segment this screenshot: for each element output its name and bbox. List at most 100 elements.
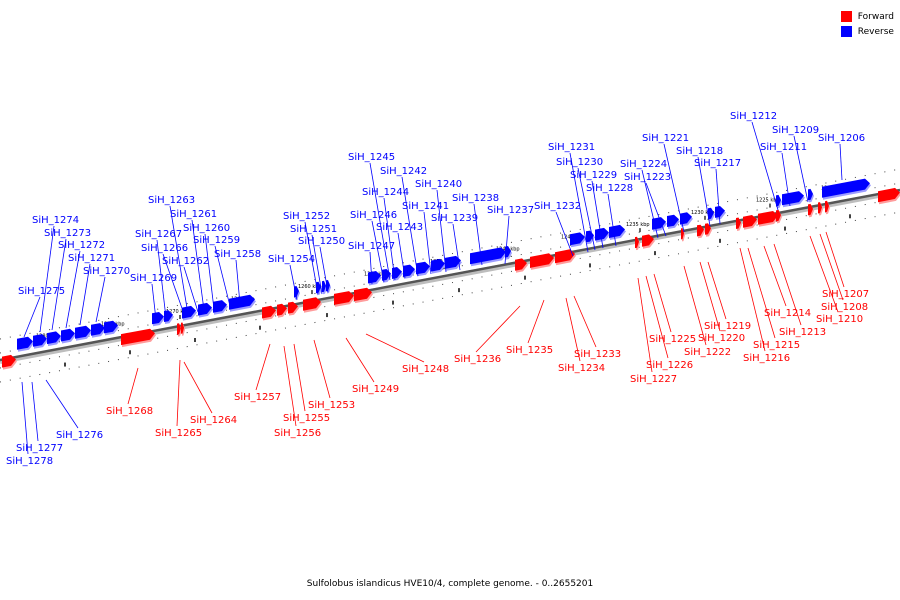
gene-reverse-arrow [164,310,173,322]
gene-label-reverse: SiH_1262 [162,256,209,267]
gene-forward-arrow [354,287,372,302]
gene-label-reverse: SiH_1241 [402,201,449,212]
gene-reverse-arrow [91,323,105,336]
gene-label-forward: SiH_1256 [274,428,321,439]
gene-label-reverse-leader [151,283,157,321]
legend-reverse-label: Reverse [857,26,894,37]
gene-label-reverse: SiH_1211 [760,142,807,153]
gene-label-reverse: SiH_1229 [570,170,617,181]
gene-forward-arrow [736,217,741,229]
gene-label-reverse: SiH_1240 [415,179,462,190]
gene-label-reverse: SiH_1232 [534,201,581,212]
gene-label-forward-leader [809,235,839,313]
gene-label-reverse-leader [663,143,685,233]
gene-reverse-arrow [416,261,430,275]
gene-label-reverse-leader [715,168,721,225]
gene-label-reverse-leader [371,220,385,283]
gene-label-reverse: SiH_1244 [362,187,409,198]
gene-label-reverse: SiH_1206 [818,133,865,144]
gene-label-forward-leader [653,273,672,333]
gene-label-reverse-leader [504,215,510,265]
gene-label-reverse: SiH_1238 [452,193,499,204]
gene-reverse-arrow [570,232,585,246]
gene-label-reverse-leader [793,135,809,203]
gene-label-reverse: SiH_1254 [268,254,315,265]
gene-label-reverse: SiH_1230 [556,157,603,168]
gene-label-forward: SiH_1265 [155,428,202,439]
genome-title: Sulfolobus islandicus HVE10/4, complete … [306,579,594,589]
gene-label-reverse-leader [751,121,779,211]
gene-label-reverse-leader [65,250,81,329]
gene-label-reverse: SiH_1258 [214,249,261,260]
gene-label-reverse-leader [319,246,329,293]
gene-forward-arrow [515,258,527,271]
gene-reverse-arrow [47,331,61,345]
gene-label-forward: SiH_1214 [764,308,811,319]
gene-label-reverse-leader [235,259,241,305]
gene-forward-arrow [808,203,813,216]
gene-label-reverse: SiH_1243 [376,222,423,233]
gene-label-reverse: SiH_1259 [193,235,240,246]
reverse-swatch [840,26,852,37]
gene-label-reverse: SiH_1224 [620,159,667,170]
gene-label-forward: SiH_1207 [822,289,869,300]
gene-label-reverse: SiH_1245 [348,152,395,163]
gene-label-forward: SiH_1222 [684,347,731,358]
gene-label-reverse: SiH_1246 [350,210,397,221]
gene-forward-arrow [555,249,575,264]
gene-label-forward-leader [565,297,581,362]
gene-label-forward-leader [683,265,707,346]
gene-label-forward: SiH_1268 [106,406,153,417]
gene-label-reverse: SiH_1217 [694,158,741,169]
gene-label-reverse: SiH_1277 [16,443,63,454]
gene-label-forward-leader [313,339,331,399]
gene-label-reverse: SiH_1278 [6,456,53,467]
gene-label-forward-leader [255,343,271,391]
gene-label-reverse-leader [781,152,791,207]
gene-reverse-arrow [198,302,212,316]
legend-reverse: Reverse [840,24,894,39]
gene-label-reverse: SiH_1275 [18,286,65,297]
gene-label-forward-leader [637,277,653,373]
gene-reverse-arrow [431,258,445,272]
gene-label-reverse: SiH_1260 [183,223,230,234]
gene-label-reverse-leader [156,239,167,319]
gene-label-forward: SiH_1208 [821,302,868,313]
scale-tick-label: 1230 kbp [691,210,715,216]
gene-label-forward: SiH_1216 [743,353,790,364]
gene-reverse-arrow [586,230,594,243]
gene-reverse-arrow [229,294,255,310]
gene-label-forward-leader [645,275,669,359]
gene-forward-arrow [825,200,829,213]
gene-label-reverse: SiH_1223 [624,172,671,183]
gene-reverse-arrow [667,214,679,227]
gene-label-reverse-leader [39,225,55,333]
gene-forward-arrow [818,202,822,214]
gene-label-reverse: SiH_1270 [83,266,130,277]
gene-label-reverse-leader [183,266,199,313]
gene-reverse-arrow [104,320,118,334]
gene-reverse-arrow [708,207,714,220]
gene-label-forward: SiH_1226 [646,360,693,371]
gene-forward-arrow [288,301,298,314]
gene-label-forward-leader [747,247,776,339]
gene-forward-arrow [635,236,639,249]
gene-label-reverse-leader [21,381,29,455]
gene-label-reverse: SiH_1218 [676,146,723,157]
gene-label-forward: SiH_1233 [574,349,621,360]
gene-label-reverse-leader [555,211,574,257]
gene-forward-arrow [878,187,900,203]
gene-forward-arrow [181,322,184,334]
gene-label-forward: SiH_1213 [779,327,826,338]
gene-label-reverse-leader [214,245,231,307]
gene-reverse-arrow [445,255,461,269]
gene-forward-arrow [530,253,554,268]
gene-label-reverse-leader [397,232,406,279]
gene-reverse-arrow [782,191,804,206]
gene-reverse-arrow [152,312,164,325]
legend: Forward Reverse [840,9,894,39]
gene-label-reverse: SiH_1221 [642,133,689,144]
gene-label-reverse-leader [311,234,323,295]
